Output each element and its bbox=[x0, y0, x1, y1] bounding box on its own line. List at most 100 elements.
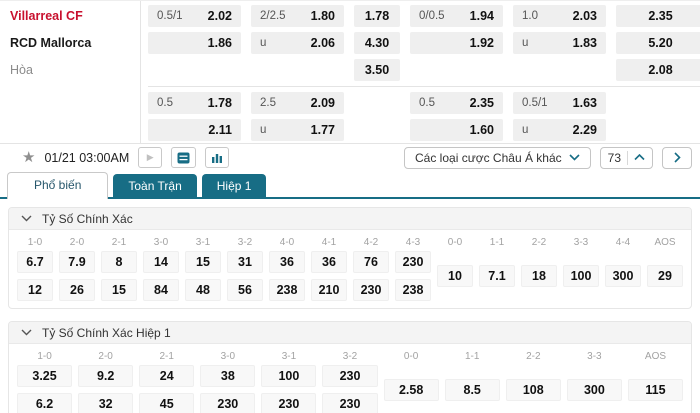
score-column: 4-2 76 230 bbox=[350, 235, 392, 301]
odds-row: 3.50 2.08 bbox=[148, 59, 700, 81]
score-odds[interactable]: 56 bbox=[227, 279, 263, 301]
score-column: 3-0 14 84 bbox=[140, 235, 182, 301]
score-odds[interactable]: 230 bbox=[353, 279, 389, 301]
score-label: 1-0 bbox=[27, 237, 43, 248]
score-column: 3-3 100 bbox=[560, 235, 602, 301]
odds-cell[interactable]: 0.5 2.35 bbox=[410, 92, 503, 114]
score-odds[interactable]: 230 bbox=[261, 393, 317, 413]
odds-cell[interactable]: 1.86 bbox=[148, 32, 241, 54]
score-odds[interactable]: 32 bbox=[78, 393, 134, 413]
section-header[interactable]: Tỷ Số Chính Xác Hiệp 1 bbox=[9, 322, 691, 344]
score-odds[interactable]: 9.2 bbox=[78, 365, 134, 387]
score-odds[interactable]: 8.5 bbox=[444, 379, 500, 401]
score-odds[interactable]: 210 bbox=[311, 279, 347, 301]
score-odds[interactable]: 45 bbox=[139, 393, 195, 413]
score-label: 3-1 bbox=[195, 237, 211, 248]
score-odds[interactable]: 6.7 bbox=[17, 251, 53, 273]
chevron-up-icon bbox=[634, 154, 645, 161]
score-odds[interactable]: 230 bbox=[322, 365, 378, 387]
odds-cell[interactable]: 0.5/1 2.02 bbox=[148, 5, 241, 27]
score-odds[interactable]: 76 bbox=[353, 251, 389, 273]
favorite-star-icon[interactable]: ★ bbox=[22, 149, 36, 166]
score-odds[interactable]: 6.2 bbox=[17, 393, 73, 413]
odds-cell[interactable]: 2.5 2.09 bbox=[251, 92, 344, 114]
score-odds[interactable]: 238 bbox=[269, 279, 305, 301]
score-section: Tỷ Số Chính Xác 1-0 6.7 12 2-0 7.9 26 2-1 8 15 3-0… bbox=[8, 207, 692, 309]
score-odds[interactable]: 7.9 bbox=[59, 251, 95, 273]
odds-cell[interactable]: 1.0 2.03 bbox=[513, 5, 606, 27]
score-label: AOS bbox=[654, 237, 676, 248]
draw-label: Hòa bbox=[10, 63, 33, 77]
odds-cell[interactable]: 1.60 bbox=[410, 119, 503, 141]
score-odds[interactable]: 26 bbox=[59, 279, 95, 301]
odds-cell[interactable]: 4.30 bbox=[354, 32, 400, 54]
markets-list-button[interactable] bbox=[171, 147, 197, 168]
odds-cell[interactable]: 2.08 bbox=[616, 59, 700, 81]
score-odds[interactable]: 10 bbox=[437, 265, 473, 287]
score-odds[interactable]: 12 bbox=[17, 279, 53, 301]
score-odds[interactable]: 36 bbox=[269, 251, 305, 273]
score-odds[interactable]: 230 bbox=[200, 393, 256, 413]
section-header[interactable]: Tỷ Số Chính Xác bbox=[9, 208, 691, 230]
score-odds[interactable]: 238 bbox=[395, 279, 431, 301]
odds-cell[interactable]: 1.92 bbox=[410, 32, 503, 54]
odds-cell[interactable]: 2/2.5 1.80 bbox=[251, 5, 344, 27]
score-label: 4-1 bbox=[321, 237, 337, 248]
play-button[interactable]: ▶ bbox=[138, 147, 163, 168]
score-odds[interactable]: 100 bbox=[563, 265, 599, 287]
odds-block-main: 0.5/1 2.02 2/2.5 1.80 1.78 0/0.5 1.94 1.0 2.03 2.… bbox=[148, 1, 700, 81]
odds-cell[interactable]: 0/0.5 1.94 bbox=[410, 5, 503, 27]
score-odds[interactable]: 230 bbox=[322, 393, 378, 413]
score-odds[interactable]: 8 bbox=[101, 251, 137, 273]
odds-cell[interactable]: 5.20 bbox=[616, 32, 700, 54]
section-title: Tỷ Số Chính Xác bbox=[42, 211, 133, 226]
score-odds[interactable]: 100 bbox=[261, 365, 317, 387]
score-label: 3-2 bbox=[342, 351, 358, 362]
score-odds[interactable]: 3.25 bbox=[17, 365, 73, 387]
market-type-dropdown[interactable]: Các loại cược Châu Á khác bbox=[404, 146, 591, 169]
score-odds[interactable]: 31 bbox=[227, 251, 263, 273]
tab-first-half[interactable]: Hiệp 1 bbox=[201, 174, 267, 197]
tab-popular[interactable]: Phổ biến bbox=[7, 172, 109, 199]
odds-cell[interactable]: 2.11 bbox=[148, 119, 241, 141]
odds-block-secondary: 0.5 1.78 2.5 2.09 0.5 2.35 0.5/1 1.63 2.11 u 1.77 1… bbox=[148, 86, 700, 141]
odds-cell[interactable]: u 2.29 bbox=[513, 119, 606, 141]
score-odds[interactable]: 15 bbox=[101, 279, 137, 301]
score-odds[interactable]: 230 bbox=[395, 251, 431, 273]
score-odds[interactable]: 14 bbox=[143, 251, 179, 273]
tab-full-time[interactable]: Toàn Trận bbox=[113, 174, 197, 197]
odds-cell[interactable]: u 1.77 bbox=[251, 119, 344, 141]
score-odds[interactable]: 84 bbox=[143, 279, 179, 301]
odds-cell[interactable]: 3.50 bbox=[354, 59, 400, 81]
odds-line-label: u bbox=[260, 37, 267, 49]
next-match-button[interactable] bbox=[662, 146, 692, 169]
match-toolbar: ★ 01/21 03:00AM ▶ Các loại cược Châu Á k… bbox=[0, 144, 700, 171]
odds-value: 1.63 bbox=[572, 96, 597, 110]
odds-cell[interactable]: 2.35 bbox=[616, 5, 700, 27]
score-label: 1-0 bbox=[37, 351, 52, 362]
odds-cell[interactable]: 0.5 1.78 bbox=[148, 92, 241, 114]
score-label: 3-0 bbox=[220, 351, 236, 362]
score-odds[interactable]: 300 bbox=[566, 379, 622, 401]
odds-cell[interactable]: 0.5/1 1.63 bbox=[513, 92, 606, 114]
score-odds[interactable]: 48 bbox=[185, 279, 221, 301]
score-label: 0-0 bbox=[447, 237, 463, 248]
odds-cell[interactable]: 1.78 bbox=[354, 5, 400, 27]
score-values: 18 bbox=[521, 251, 557, 301]
odds-row: 1.86 u 2.06 4.30 1.92 u 1.83 5.20 bbox=[148, 32, 700, 54]
score-odds[interactable]: 7.1 bbox=[479, 265, 515, 287]
score-odds[interactable]: 108 bbox=[505, 379, 561, 401]
score-odds[interactable]: 2.58 bbox=[383, 379, 439, 401]
score-odds[interactable]: 38 bbox=[200, 365, 256, 387]
score-odds[interactable]: 24 bbox=[139, 365, 195, 387]
score-odds[interactable]: 29 bbox=[647, 265, 683, 287]
score-odds[interactable]: 18 bbox=[521, 265, 557, 287]
stats-chart-button[interactable] bbox=[205, 147, 230, 168]
odds-cell[interactable]: u 2.06 bbox=[251, 32, 344, 54]
odds-cell[interactable]: u 1.83 bbox=[513, 32, 606, 54]
score-odds[interactable]: 300 bbox=[605, 265, 641, 287]
score-odds[interactable]: 15 bbox=[185, 251, 221, 273]
markets-count-toggle[interactable]: 73 bbox=[599, 146, 653, 169]
score-odds[interactable]: 36 bbox=[311, 251, 347, 273]
score-odds[interactable]: 115 bbox=[627, 379, 684, 401]
